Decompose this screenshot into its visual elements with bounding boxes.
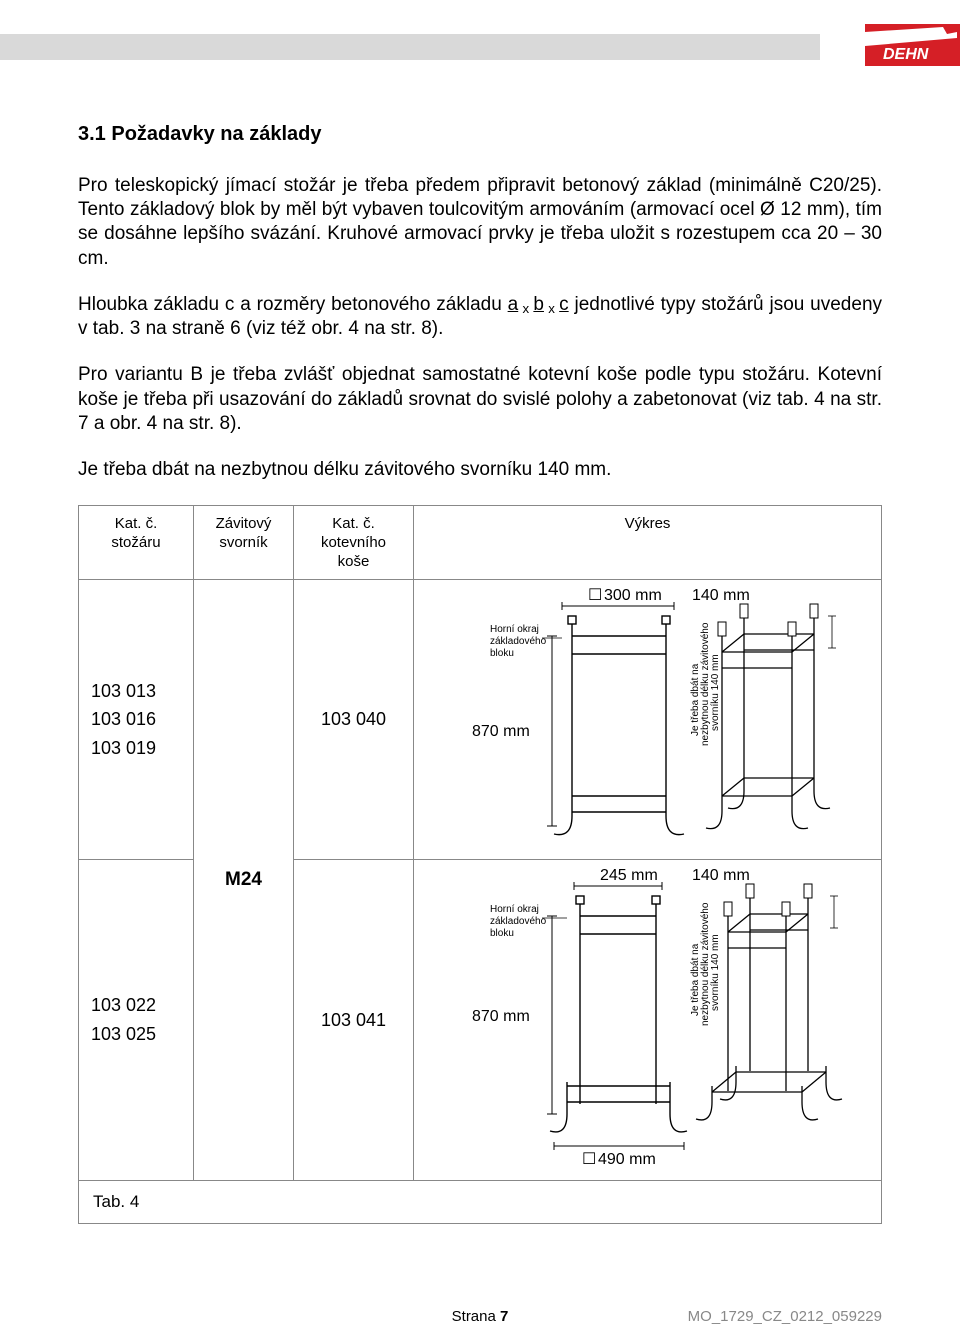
drawing-1: ☐ 300 mm 140 mm Horní okraj základového … (414, 580, 881, 860)
page-num: 7 (500, 1308, 508, 1325)
svg-text:☐: ☐ (582, 1151, 596, 1168)
svg-text:základového: základového (490, 636, 547, 647)
section-title: 3.1 Požadavky na základy (78, 122, 882, 148)
page-number: Strana 7 (452, 1308, 509, 1325)
header: DEHN (0, 0, 960, 72)
th-stozar: Kat. č. stožáru (79, 506, 194, 580)
svg-text:140 mm: 140 mm (692, 867, 750, 884)
p2-u2: b (533, 294, 544, 315)
svg-text:☐: ☐ (588, 587, 602, 604)
page-label: Strana (452, 1308, 500, 1325)
svg-text:Horní okraj: Horní okraj (490, 624, 539, 635)
content-area: 3.1 Požadavky na základy Pro teleskopick… (0, 82, 960, 1224)
stozar-id: 103 025 (91, 1020, 156, 1049)
th-vykres: Výkres (414, 506, 881, 580)
th-svornik: Závitový svorník (194, 506, 294, 580)
paragraph-1: Pro teleskopický jímací stožár je třeba … (78, 174, 882, 271)
page-footer: Strana 7 MO_1729_CZ_0212_059229 (0, 1308, 960, 1325)
svg-text:140 mm: 140 mm (692, 587, 750, 604)
col-drawings: ☐ 300 mm 140 mm Horní okraj základového … (414, 580, 881, 1180)
svg-text:490 mm: 490 mm (598, 1151, 656, 1168)
stozar-id: 103 022 (91, 991, 156, 1020)
svg-text:870 mm: 870 mm (472, 723, 530, 740)
svg-text:245 mm: 245 mm (600, 867, 658, 884)
svg-text:bloku: bloku (490, 928, 514, 939)
col-stozary: 103 013 103 016 103 019 103 022 103 025 (79, 580, 194, 1180)
table-header-row: Kat. č. stožáru Závitový svorník Kat. č.… (79, 506, 881, 581)
p2-u3: c (559, 294, 569, 315)
col-kos: 103 040 103 041 (294, 580, 414, 1180)
stozar-id: 103 013 (91, 677, 156, 706)
svg-text:svorníku 140 mm: svorníku 140 mm (710, 935, 721, 1012)
svg-text:bloku: bloku (490, 648, 514, 659)
svg-text:svorníku 140 mm: svorníku 140 mm (710, 655, 721, 732)
paragraph-2: Hloubka základu c a rozměry betonového z… (78, 293, 882, 342)
logo-text: DEHN (883, 46, 929, 63)
cell-svornik: M24 (194, 580, 294, 1180)
table-4: Kat. č. stožáru Závitový svorník Kat. č.… (78, 505, 882, 1224)
svg-text:300 mm: 300 mm (604, 587, 662, 604)
paragraph-3: Pro variantu B je třeba zvlášť objednat … (78, 363, 882, 436)
paragraph-4: Je třeba dbát na nezbytnou délku závitov… (78, 458, 882, 482)
stozar-id: 103 019 (91, 734, 156, 763)
th-kos: Kat. č. kotevního koše (294, 506, 414, 580)
p2-x1: x (518, 301, 533, 316)
table-body: 103 013 103 016 103 019 103 022 103 025 (79, 580, 881, 1181)
p2-u1: a (508, 294, 519, 315)
kos-row1: 103 040 (294, 580, 413, 860)
kos-row2: 103 041 (294, 860, 413, 1180)
table-caption: Tab. 4 (79, 1181, 881, 1223)
page: DEHN 3.1 Požadavky na základy Pro telesk… (0, 0, 960, 1343)
header-grey-bar (0, 34, 820, 60)
brand-logo: DEHN (865, 24, 960, 66)
stozary-row1: 103 013 103 016 103 019 (91, 677, 156, 763)
drawing-2: 245 mm 140 mm Horní okraj základového bl… (414, 860, 881, 1180)
p2-pre: Hloubka základu c a rozměry betonového z… (78, 294, 508, 315)
p2-x2: x (544, 301, 559, 316)
svg-text:870 mm: 870 mm (472, 1008, 530, 1025)
stozar-id: 103 016 (91, 705, 156, 734)
doc-id: MO_1729_CZ_0212_059229 (688, 1308, 882, 1325)
svg-text:základového: základového (490, 916, 547, 927)
svg-text:Horní okraj: Horní okraj (490, 904, 539, 915)
stozary-row2: 103 022 103 025 (91, 991, 156, 1049)
